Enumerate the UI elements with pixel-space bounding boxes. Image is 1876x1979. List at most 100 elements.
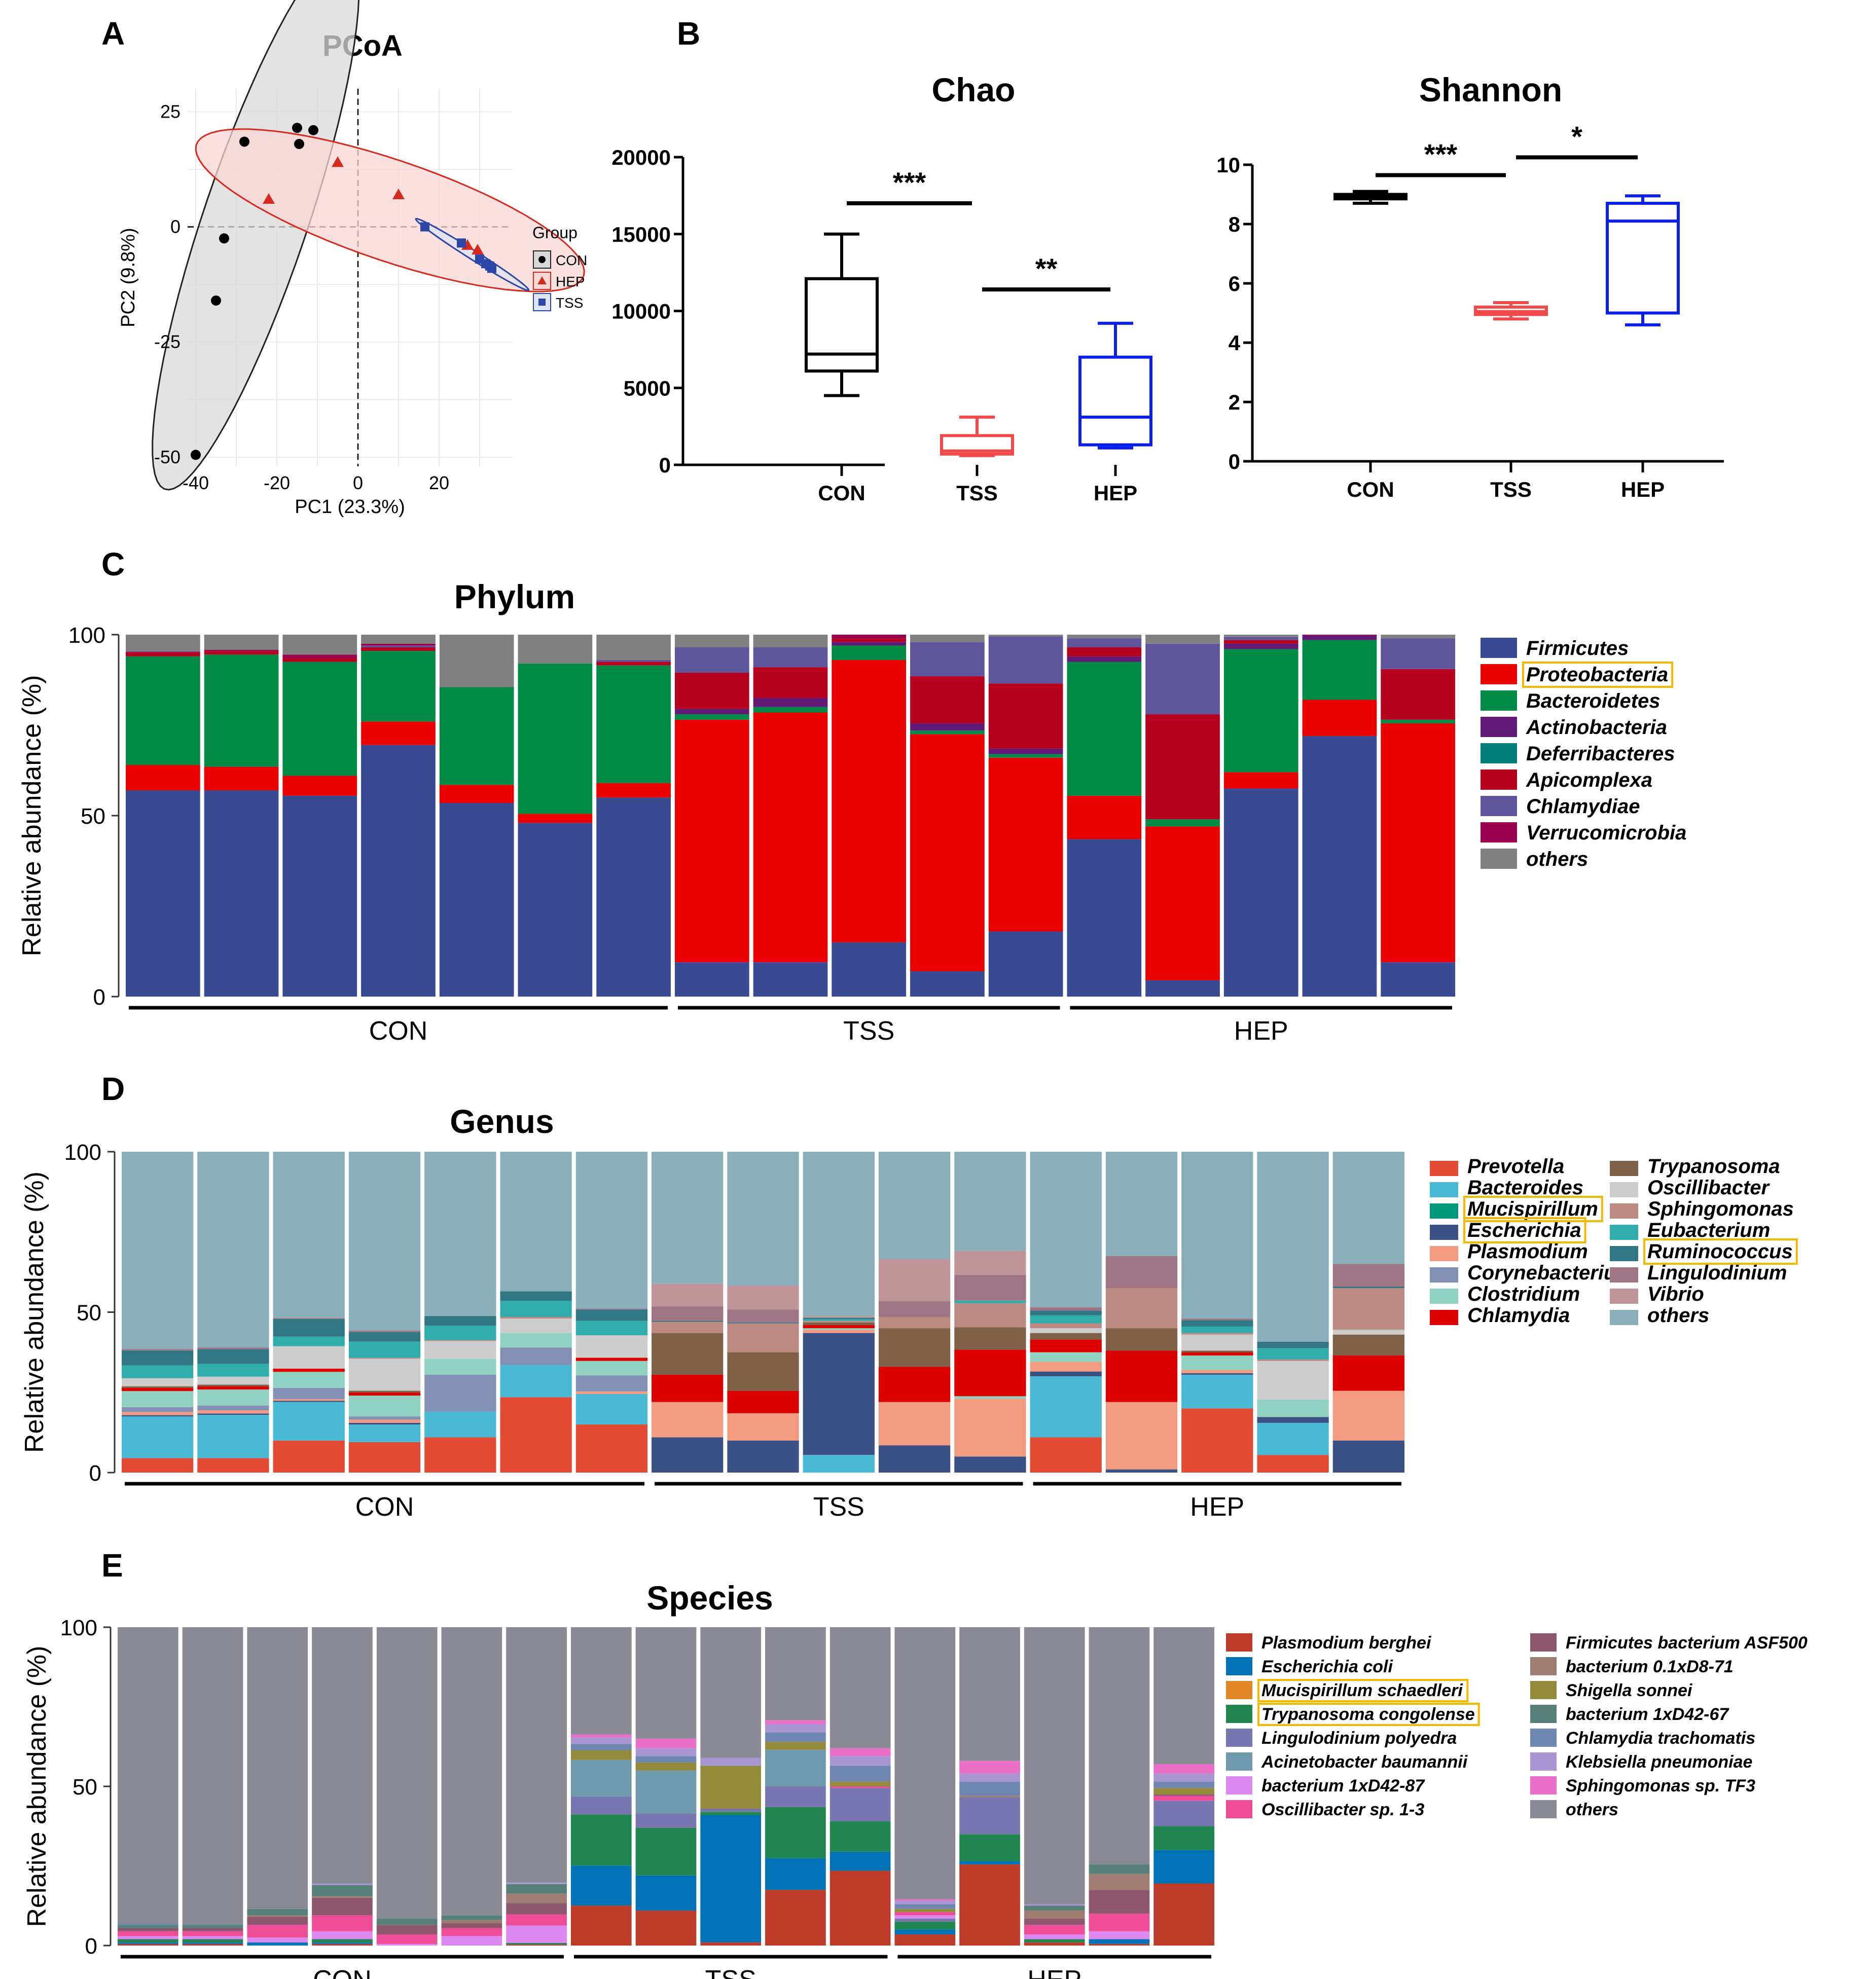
sample-bar (894, 1627, 956, 1946)
segment-proteobacteria (126, 765, 200, 791)
legend-swatch (1430, 1310, 1458, 1325)
ellipse-tss (415, 217, 529, 291)
segment-shigella-sonnei (894, 1909, 956, 1913)
segment-oscillibacter (424, 1341, 496, 1359)
segment-escherichia-coli (959, 1861, 1020, 1864)
segment-oscillibacter-sp-1-3 (376, 1934, 438, 1944)
segment-bacteroides (424, 1411, 496, 1438)
segment-actinobacteria (910, 723, 985, 731)
segment-eubacterium (424, 1326, 496, 1340)
segment-lingulodinium (1030, 1307, 1102, 1311)
sample-bar (1145, 635, 1220, 997)
x-tick-label: TSS (956, 481, 998, 505)
segment-chlamydiae (988, 636, 1063, 684)
legend-swatch (1610, 1203, 1638, 1219)
segment-chlamydia (727, 1390, 799, 1413)
sample-bar (803, 1152, 875, 1473)
legend-swatch (1610, 1267, 1638, 1282)
sample-bar (518, 635, 593, 997)
segment-plasmodium-berghei (700, 1942, 762, 1946)
segment-sphingomonas-sp-tf3 (635, 1738, 697, 1748)
legend-label: Ruminococcus (1647, 1240, 1793, 1263)
legend-swatch (1430, 1267, 1458, 1282)
y-tick-label: 2 (1229, 390, 1240, 414)
legend-swatch (1610, 1182, 1638, 1197)
segment-escherichia (122, 1415, 194, 1417)
segment-others (700, 1627, 762, 1758)
segment-firmicutes (1145, 980, 1220, 997)
segment-others (596, 635, 671, 660)
segment-vibrio (652, 1284, 724, 1307)
segment-ruminococcus (1030, 1310, 1102, 1315)
segment-escherichia-coli (700, 1815, 762, 1943)
y-tick-label: 4 (1229, 331, 1241, 355)
segment-firmicutes-bacterium-asf500 (506, 1903, 567, 1915)
segment-others (652, 1152, 724, 1284)
segment-plasmodium-berghei (635, 1910, 697, 1946)
legend-item-hep: HEP (533, 272, 585, 290)
sample-bar (1030, 1152, 1102, 1473)
segment-trypanosoma-congolense (182, 1939, 243, 1943)
segment-clostridium (197, 1389, 269, 1406)
segment-bacterium-1xd42-67 (182, 1925, 243, 1928)
genus-title: Genus (450, 1103, 554, 1140)
point-hep (332, 156, 344, 167)
legend-label: Clostridium (1467, 1283, 1580, 1305)
segment-klebsiella-pneumoniae (829, 1756, 891, 1766)
legend-label: bacterium 1xD42-67 (1566, 1705, 1729, 1724)
segment-others (1024, 1627, 1085, 1904)
segment-clostridium (424, 1359, 496, 1375)
segment-chlamydiae (1381, 638, 1455, 669)
segment-ruminococcus (122, 1350, 194, 1366)
segment-bacterium-1xd42-87 (441, 1936, 502, 1946)
segment-sphingomonas-sp-tf3 (829, 1748, 891, 1756)
legend-item: Deferribacteres (1481, 743, 1675, 765)
x-tick-label: -20 (264, 472, 290, 493)
segment-proteobacteria (753, 712, 828, 963)
x-tick-label: 0 (353, 472, 363, 493)
legend-item-tss: TSS (533, 293, 583, 311)
segment-klebsiella-pneumoniae (635, 1748, 697, 1756)
legend-label: TSS (556, 295, 583, 311)
segment-trypanosoma-congolense (1024, 1939, 1085, 1943)
segment-others (518, 635, 593, 664)
segment-apicomplexa (1381, 669, 1455, 720)
segment-prevotella (424, 1437, 496, 1473)
segment-bacteroides (1181, 1374, 1253, 1409)
box-tss (940, 415, 1014, 457)
segment-ruminococcus (1257, 1341, 1329, 1348)
segment-bacterium-1xd42-87 (376, 1944, 438, 1946)
legend-swatch (1610, 1161, 1638, 1176)
segment-chlamydia-trachomatis (182, 1924, 243, 1925)
legend-label: Firmicutes (1526, 637, 1629, 659)
legend-label: Deferribacteres (1526, 743, 1675, 765)
legend-item: Eubacterium (1610, 1219, 1770, 1241)
segment-apicomplexa (988, 683, 1063, 749)
segment-escherichia (348, 1422, 421, 1425)
box-con (805, 232, 879, 397)
segment-eubacterium (500, 1301, 572, 1317)
segment-proteobacteria (204, 766, 279, 791)
legend-label: Mucispirillum (1467, 1198, 1598, 1220)
segment-plasmodium (1105, 1402, 1178, 1470)
segment-bacterium-1xd42-67 (118, 1925, 178, 1928)
segment-clostridium (1257, 1399, 1329, 1417)
legend-label: Acinetobacter baumannii (1261, 1752, 1468, 1772)
segment-sphingomonas (803, 1321, 875, 1323)
segment-chlamydia (1105, 1350, 1178, 1402)
segment-firmicutes (674, 962, 749, 997)
y-tick-label: 0 (89, 1461, 101, 1486)
legend-swatch (1481, 743, 1517, 763)
segment-others (424, 1152, 496, 1316)
sample-bar (348, 1152, 421, 1473)
legend-marker (537, 276, 547, 284)
legend-item: Clostridium (1430, 1283, 1580, 1305)
segment-others (727, 1152, 799, 1286)
legend-item: Prevotella (1430, 1155, 1564, 1178)
segment-plasmodium-berghei (959, 1864, 1020, 1946)
segment-actinobacteria (832, 642, 907, 646)
segment-others (126, 635, 200, 652)
segment-chlamydia (1030, 1339, 1102, 1352)
box-hep (1606, 194, 1680, 326)
sample-bar (878, 1152, 951, 1473)
